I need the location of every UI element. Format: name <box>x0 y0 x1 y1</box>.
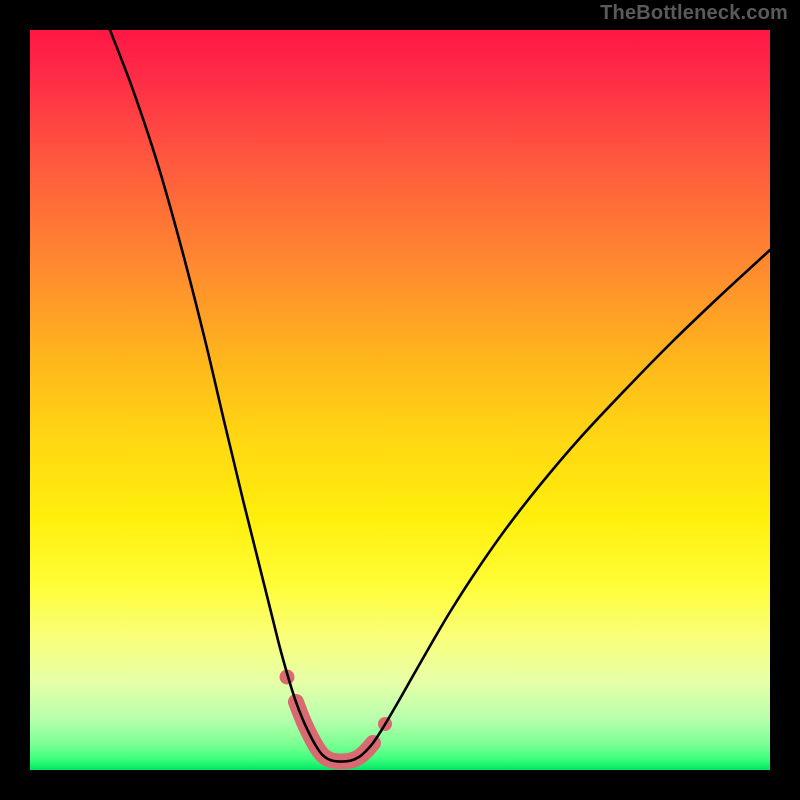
watermark-text: TheBottleneck.com <box>600 2 788 25</box>
chart-stage: TheBottleneck.com <box>0 0 800 800</box>
heat-gradient-panel <box>30 30 770 770</box>
